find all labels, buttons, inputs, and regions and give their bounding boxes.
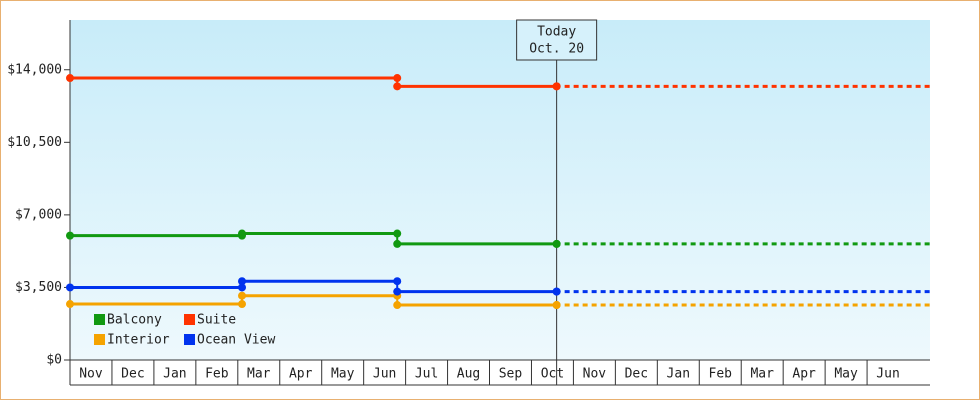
point xyxy=(66,300,74,309)
x-tick-label: Nov xyxy=(583,367,607,382)
point xyxy=(66,283,74,292)
x-tick-label: Jul xyxy=(415,367,438,382)
point xyxy=(238,300,246,309)
x-tick-label: Jun xyxy=(876,367,899,382)
x-tick-label: Dec xyxy=(625,367,648,382)
y-tick-label: $10,500 xyxy=(7,135,62,150)
x-axis-band xyxy=(70,360,930,385)
legend-label: Balcony xyxy=(107,313,162,328)
plot-area xyxy=(70,20,930,360)
today-label: Oct. 20 xyxy=(529,42,584,57)
legend-label: Interior xyxy=(107,333,170,348)
legend-swatch xyxy=(184,314,195,325)
y-tick-label: $3,500 xyxy=(15,280,62,295)
point xyxy=(393,277,402,286)
point xyxy=(66,74,74,83)
x-tick-label: Nov xyxy=(79,367,103,382)
x-tick-label: Feb xyxy=(205,367,229,382)
point xyxy=(393,74,402,83)
x-tick-label: Aug xyxy=(457,367,480,382)
x-tick-label: Oct xyxy=(541,367,564,382)
point xyxy=(393,229,402,238)
x-tick-label: Sep xyxy=(499,367,523,382)
today-box xyxy=(516,19,598,61)
point xyxy=(393,82,402,91)
legend-swatch xyxy=(184,334,195,345)
legend-swatch xyxy=(94,314,105,325)
x-tick-label: Feb xyxy=(709,367,733,382)
legend-swatch xyxy=(94,334,105,345)
x-tick-label: Apr xyxy=(289,367,313,382)
y-tick-label: $0 xyxy=(46,353,62,368)
today-title: Today xyxy=(537,25,576,40)
x-tick-label: May xyxy=(834,367,858,382)
x-tick-label: Mar xyxy=(750,367,774,382)
y-tick-label: $7,000 xyxy=(15,207,62,222)
point xyxy=(393,301,402,310)
point xyxy=(238,277,246,286)
point xyxy=(393,287,402,296)
point xyxy=(552,239,561,248)
point xyxy=(66,231,74,240)
x-tick-label: Mar xyxy=(247,367,271,382)
legend-label: Ocean View xyxy=(197,333,275,348)
point xyxy=(552,82,561,91)
x-tick-label: Dec xyxy=(121,367,144,382)
x-tick-label: Apr xyxy=(792,367,816,382)
point xyxy=(393,239,402,248)
x-tick-label: Jan xyxy=(667,367,690,382)
y-tick-label: $14,000 xyxy=(7,62,62,77)
point xyxy=(238,291,246,300)
x-tick-label: Jan xyxy=(163,367,186,382)
point xyxy=(238,229,246,238)
point xyxy=(238,283,246,292)
point xyxy=(552,287,561,296)
point xyxy=(552,301,561,310)
x-tick-label: May xyxy=(331,367,355,382)
legend-label: Suite xyxy=(197,313,236,328)
x-tick-label: Jun xyxy=(373,367,396,382)
